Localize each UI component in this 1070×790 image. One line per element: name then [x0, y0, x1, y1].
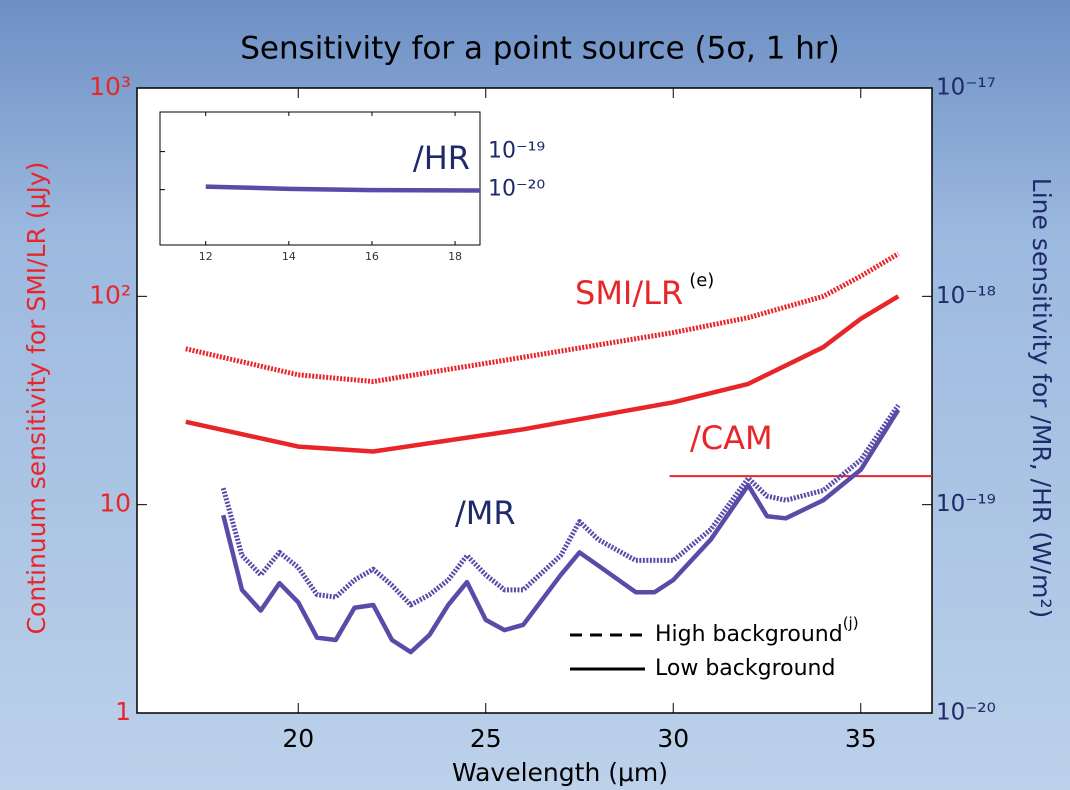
y-tick-label: 10⁻¹⁹	[488, 139, 545, 164]
x-tick-label: 20	[282, 724, 314, 753]
line-series	[185, 294, 900, 454]
y2-tick-label: 10⁻¹⁷	[936, 75, 996, 101]
y-tick-label: 10⁻²⁰	[488, 177, 545, 202]
x-tick-label: 14	[282, 250, 296, 263]
legend-sup: (j)	[843, 614, 859, 632]
annotation: /CAM	[690, 419, 773, 457]
inset-label: /HR	[413, 139, 470, 177]
annotation-text: SMI/LR	[575, 274, 683, 312]
legend-entry: High background(j)	[655, 614, 859, 648]
legend-entry: Low background	[655, 656, 835, 681]
y-tick-label: 10²	[89, 280, 131, 309]
chart-title: Sensitivity for a point source (5σ, 1 hr…	[240, 31, 840, 67]
y2-axis-title: Line sensitivity for /MR, /HR (W/m²)	[1027, 178, 1056, 618]
x-tick-label: 18	[448, 250, 462, 263]
x-tick-label: 12	[199, 250, 213, 263]
y2-tick-label: 10⁻²⁰	[936, 700, 996, 726]
y2-tick-label: 10⁻¹⁸	[936, 283, 996, 309]
y-tick-label: 10³	[89, 72, 131, 101]
annotation-sup: (e)	[689, 270, 714, 291]
inset-plot-area	[159, 111, 481, 246]
x-tick-label: 16	[365, 250, 379, 263]
x-tick-label: 35	[845, 724, 877, 753]
y2-tick-label: 10⁻¹⁹	[936, 491, 996, 517]
line-series	[205, 184, 481, 193]
legend-label: High background	[655, 622, 843, 647]
annotation: SMI/LR (e)	[575, 270, 714, 312]
y-tick-label: 1	[115, 697, 131, 726]
line-series	[221, 408, 901, 655]
annotation-text: /CAM	[690, 419, 773, 457]
y-tick-label: 10	[99, 489, 131, 518]
x-tick-label: 30	[657, 724, 689, 753]
x-axis-title: Wavelength (μm)	[452, 758, 668, 787]
x-tick-label: 25	[470, 724, 502, 753]
legend-label: Low background	[655, 656, 835, 681]
annotation-text: /MR	[455, 494, 516, 532]
y-axis-title: Continuum sensitivity for SMI/LR (μJy)	[22, 162, 51, 635]
line-series	[185, 251, 900, 385]
annotation: /MR	[455, 494, 516, 532]
